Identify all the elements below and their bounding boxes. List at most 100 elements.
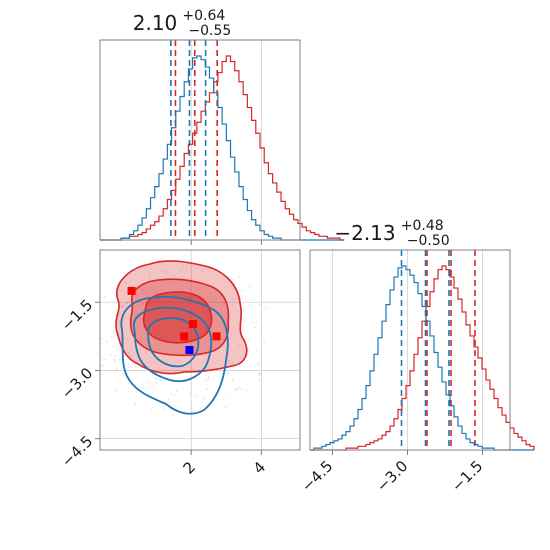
param1-median: 2.10: [133, 11, 178, 35]
sample-dot: [254, 326, 257, 328]
sample-dot: [151, 388, 154, 391]
blue-contour-inner: [147, 317, 200, 368]
sample-dot: [160, 379, 162, 381]
sample-dot: [118, 358, 121, 361]
panel-param2-marginal: −4.5 −3.0 −1.5 −2.13 +0.48 −0.50: [298, 215, 535, 495]
sample-dot: [231, 362, 234, 365]
panel-joint: 2 4 −1.5 −3.0 −4.5: [58, 249, 301, 478]
sample-dot: [209, 292, 212, 294]
sample-dot: [238, 276, 241, 278]
sample-dot: [203, 397, 206, 400]
sample-dot: [125, 302, 128, 305]
joint-ytick-label-1: −3.0: [58, 364, 96, 402]
param2-xtick-label-2: −1.5: [448, 457, 486, 495]
sample-dot: [124, 281, 127, 284]
panel-param2-title: −2.13 +0.48 −0.50: [334, 215, 449, 249]
sample-dot: [190, 403, 193, 406]
sample-dot: [159, 270, 162, 273]
sample-dot: [141, 303, 144, 306]
sample-dot: [263, 340, 266, 343]
sample-dot: [191, 410, 194, 412]
sample-dot: [178, 287, 181, 290]
sample-dot: [155, 377, 158, 380]
sample-dot: [134, 273, 137, 276]
sample-dot: [113, 326, 115, 329]
joint-marker-marker_red-1: [188, 320, 197, 329]
sample-dot: [243, 321, 246, 324]
sample-dot: [247, 299, 249, 301]
sample-dot: [155, 291, 157, 294]
sample-dot: [259, 374, 262, 376]
sample-dot: [235, 389, 237, 392]
sample-dot: [123, 305, 125, 308]
sample-dot: [116, 368, 118, 370]
panel-joint-frame: [99, 249, 301, 451]
param2-xtick-label-1: −3.0: [373, 457, 411, 495]
sample-dot: [121, 373, 124, 376]
sample-dot: [126, 338, 129, 341]
joint-xtick-label-0: 2: [180, 458, 199, 477]
sample-dot: [126, 301, 129, 304]
param1-lower-error: −0.55: [188, 23, 231, 39]
param1-histogram-blue: [100, 55, 345, 241]
sample-dot: [247, 349, 250, 352]
sample-dot: [109, 354, 112, 357]
sample-dot: [151, 288, 154, 291]
sample-dot: [173, 394, 176, 396]
sample-dot: [165, 271, 167, 274]
sample-dot: [237, 387, 240, 390]
sample-dot: [153, 292, 156, 295]
sample-dot: [114, 360, 117, 363]
sample-dot: [256, 349, 258, 351]
sample-dot: [130, 366, 133, 369]
sample-dot: [173, 275, 176, 278]
sample-dot: [207, 377, 210, 380]
sample-dot: [146, 381, 149, 383]
sample-dot: [163, 407, 166, 410]
sample-dot: [120, 305, 123, 307]
sample-dot: [233, 298, 235, 300]
sample-dot: [106, 341, 109, 343]
sample-dot: [91, 353, 93, 355]
sample-dot: [168, 401, 171, 404]
sample-dot: [148, 386, 151, 388]
sample-dot: [255, 321, 258, 324]
param2-histogram-red: [310, 265, 535, 451]
joint-ytick-label-2: −4.5: [58, 432, 96, 470]
sample-dot: [258, 372, 261, 375]
sample-dot: [103, 358, 105, 361]
blue-contour-outer: [120, 295, 229, 415]
sample-dot: [189, 392, 191, 394]
param1-histogram-red: [100, 55, 345, 241]
sample-dot: [148, 276, 151, 278]
sample-dot: [238, 344, 241, 347]
sample-dot: [206, 388, 209, 391]
sample-dot: [181, 265, 184, 267]
sample-dot: [240, 388, 243, 391]
sample-dot: [247, 339, 250, 342]
red-contour-fill-inner: [142, 291, 213, 344]
sample-dot: [104, 295, 106, 298]
sample-dot: [231, 378, 234, 381]
sample-dot: [93, 315, 95, 317]
sample-dot: [141, 383, 144, 385]
sample-dot: [96, 318, 98, 320]
sample-dot: [127, 351, 130, 354]
sample-dot: [111, 336, 113, 339]
sample-dot: [170, 393, 173, 396]
sample-dot: [257, 363, 259, 366]
param1-upper-error: +0.64: [182, 8, 225, 24]
sample-dot: [93, 357, 95, 359]
sample-dot: [207, 375, 210, 378]
sample-dot: [240, 297, 242, 299]
sample-dot: [114, 314, 117, 316]
sample-dot: [228, 360, 231, 363]
blue-contour-mid: [132, 306, 213, 383]
scatter-samples: [91, 262, 268, 417]
panel-param1-title: 2.10 +0.64 −0.55: [133, 5, 232, 39]
joint-ytick-label-0: −1.5: [58, 296, 96, 334]
panel-param1-marginal: 2.10 +0.64 −0.55: [99, 5, 345, 245]
sample-dot: [142, 386, 145, 389]
sample-dot: [185, 269, 188, 272]
sample-dot: [142, 289, 144, 291]
